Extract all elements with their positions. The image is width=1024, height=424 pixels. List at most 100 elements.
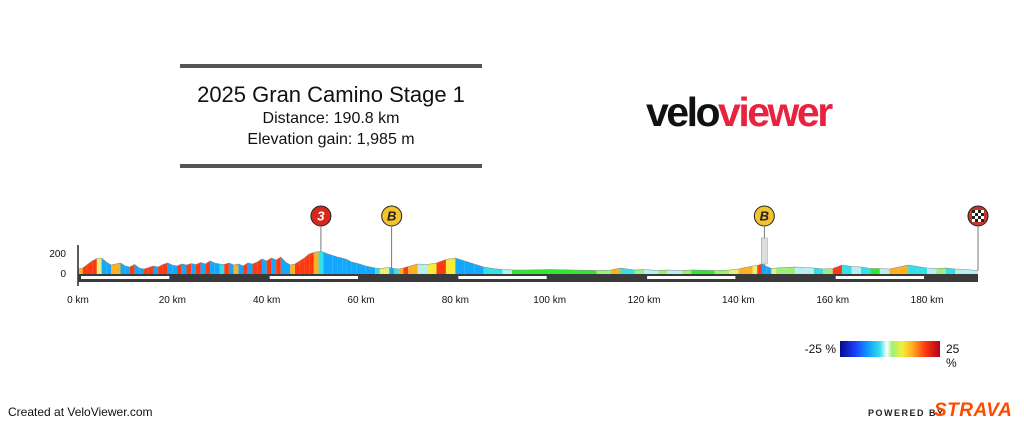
profile-segment [186, 263, 192, 274]
profile-segment [167, 263, 173, 274]
climb-cat3-marker [310, 205, 332, 227]
profile-segment [205, 261, 211, 274]
elevation-outline [77, 251, 979, 271]
profile-segment [328, 254, 333, 274]
profile-segment [389, 267, 395, 274]
profile-segment [332, 255, 338, 274]
checker-square [981, 210, 984, 213]
checker-square [972, 219, 975, 222]
profile-segment [691, 270, 715, 274]
profile-segment [823, 268, 833, 274]
distance-band [269, 276, 359, 279]
profile-segment [766, 266, 772, 274]
profile-segment [323, 252, 328, 274]
profile-segment [257, 259, 262, 274]
x-tick-label: 40 km [253, 295, 280, 306]
profile-segment [403, 266, 409, 274]
profile-segment [356, 263, 362, 274]
profile-segment [266, 258, 272, 274]
profile-segment [511, 270, 527, 274]
profile-segment [804, 267, 814, 274]
profile-segment [549, 269, 574, 274]
profile-segment [224, 263, 229, 274]
profile-segment [285, 262, 291, 274]
profile-segment [134, 264, 140, 274]
profile-segment [427, 263, 437, 274]
profile-segment [153, 266, 159, 274]
profile-segment [394, 268, 399, 274]
elevation-gain-text: Elevation gain: 1,985 m [247, 131, 415, 148]
profile-segment [861, 267, 871, 274]
profile-segment [337, 257, 343, 274]
profile-segment [658, 270, 668, 274]
profile-segment [120, 263, 126, 274]
y-tick-label: 200 [49, 249, 66, 260]
sprint-bonus-marker [381, 205, 403, 227]
x-tick-label: 0 km [67, 295, 89, 306]
checker-square [978, 210, 981, 213]
profile-segment [125, 266, 130, 274]
profile-segment [752, 265, 758, 274]
legend-min-label: -25 % [804, 342, 836, 356]
profile-segment [832, 265, 843, 274]
profile-segment [351, 262, 357, 274]
profile-segment [945, 268, 956, 274]
profile-segment [761, 264, 767, 274]
checker-square [975, 210, 978, 213]
profile-segment [898, 265, 909, 274]
x-tick-label: 120 km [628, 295, 661, 306]
checker-square [978, 219, 981, 222]
profile-segment [365, 266, 371, 274]
profile-segment [115, 263, 121, 274]
profile-segment [379, 268, 385, 274]
profile-segment [917, 266, 928, 274]
strava-logo: STRAVA [934, 400, 1013, 421]
y-tick-label: 0 [60, 269, 66, 280]
profile-segment [276, 257, 281, 274]
profile-segment [573, 270, 597, 274]
profile-segment [82, 264, 88, 274]
distance-band [835, 276, 925, 279]
profile-segment [294, 261, 300, 274]
profile-segment [252, 262, 258, 274]
sprint-zone [761, 237, 768, 265]
profile-segment [464, 261, 475, 274]
x-tick-label: 60 km [347, 295, 374, 306]
profile-segment [455, 258, 465, 274]
profile-segment [177, 264, 182, 274]
profile-segment [927, 268, 937, 274]
created-at-text[interactable]: Created at VeloViewer.com [8, 405, 153, 419]
profile-segment [106, 262, 112, 274]
profile-segment [162, 263, 168, 274]
marker-label: B [760, 209, 769, 224]
profile-segment [771, 268, 777, 274]
profile-segment [247, 263, 253, 274]
profile-segment [290, 264, 295, 274]
profile-segment [955, 269, 965, 274]
sprint-bonus-marker [753, 205, 775, 227]
title-block: 2025 Gran Camino Stage 1 Distance: 190.8… [180, 64, 482, 170]
profile-segment [96, 258, 102, 274]
distance-band [81, 276, 170, 279]
marker-label: B [387, 209, 396, 224]
profile-segment [238, 264, 244, 274]
checker-square [978, 213, 981, 216]
x-tick-label: 80 km [442, 295, 469, 306]
distance-band [458, 276, 547, 279]
profile-segment [964, 269, 978, 274]
profile-segment [228, 263, 234, 274]
profile-segment [596, 270, 612, 274]
x-tick-label: 140 km [722, 295, 755, 306]
distance-band [647, 276, 736, 279]
checker-square [972, 210, 975, 213]
checker-square [981, 219, 984, 222]
checker-square [978, 216, 981, 219]
profile-segment [794, 267, 805, 274]
logo-velo: velo [646, 89, 721, 135]
profile-segment [200, 262, 206, 274]
profile-segment [445, 258, 456, 274]
profile-segment [667, 270, 682, 274]
profile-segment [728, 269, 739, 274]
profile-segment [870, 268, 880, 274]
checker-square [975, 219, 978, 222]
